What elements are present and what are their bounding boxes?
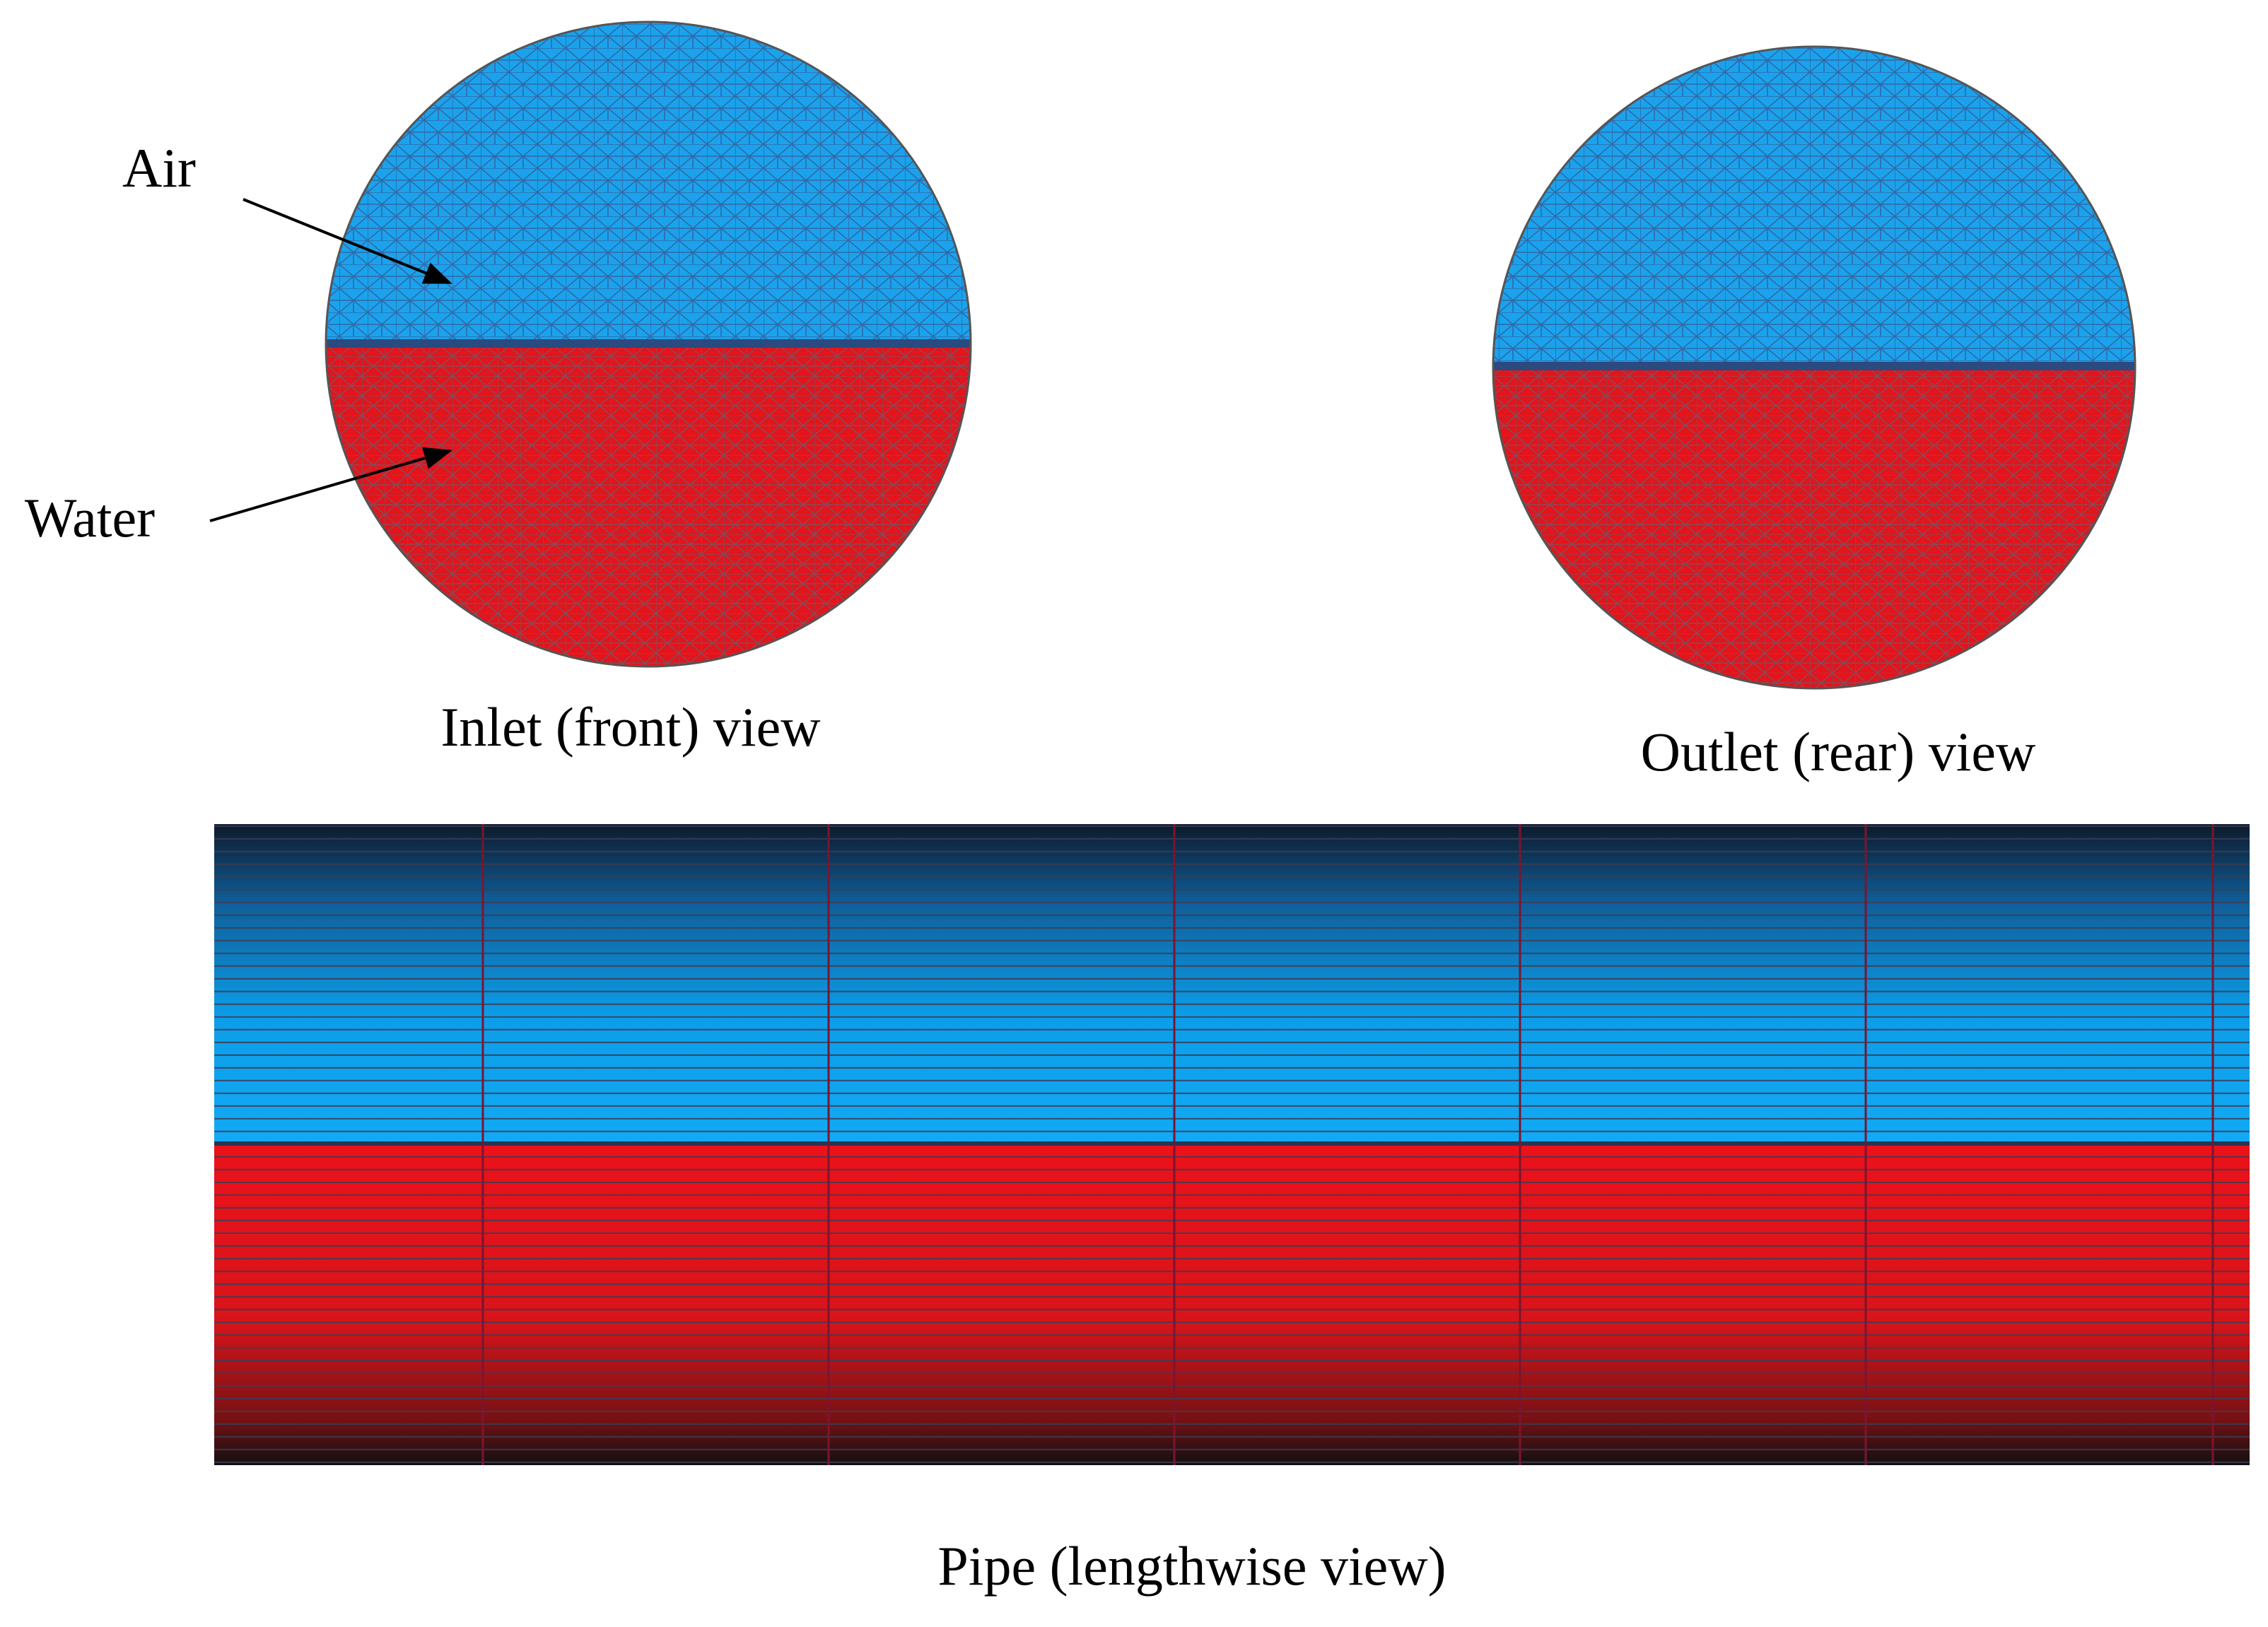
inlet-mesh — [326, 22, 971, 666]
pipe-caption: Pipe (lengthwise view) — [937, 1535, 1446, 1597]
outlet-caption: Outlet (rear) view — [1641, 721, 2036, 782]
air-label: Air — [122, 137, 196, 199]
outlet-mesh — [1493, 47, 2135, 688]
inlet-outline — [325, 20, 972, 668]
air-arrow — [242, 198, 452, 284]
outlet-outline — [1492, 45, 2137, 690]
pipe-mesh — [214, 824, 2250, 1465]
inlet-caption: Inlet (front) view — [440, 696, 820, 758]
water-arrow — [209, 447, 452, 522]
water-label: Water — [25, 487, 155, 548]
